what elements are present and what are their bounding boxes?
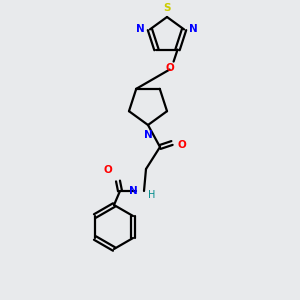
Text: N: N [189,24,198,34]
Text: S: S [163,3,171,13]
Text: O: O [178,140,187,150]
Text: N: N [129,186,138,196]
Text: N: N [136,24,145,34]
Text: O: O [103,165,112,175]
Text: H: H [148,190,155,200]
Text: O: O [165,63,174,73]
Text: N: N [144,130,152,140]
